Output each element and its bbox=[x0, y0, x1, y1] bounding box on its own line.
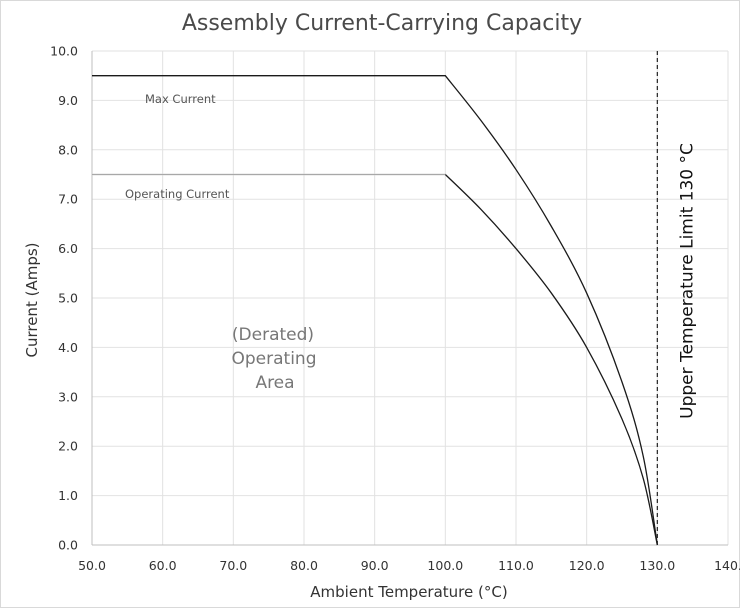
tick-labels: 0.0 1.0 2.0 3.0 4.0 5.0 6.0 7.0 8.0 9.0 10.0 50.0 60… bbox=[50, 44, 740, 574]
x-tick-label: 90.0 bbox=[361, 558, 389, 573]
x-tick-label: 110.0 bbox=[498, 558, 534, 573]
x-tick-label: 100.0 bbox=[427, 558, 463, 573]
y-tick-label: 1.0 bbox=[58, 488, 78, 503]
x-tick-label: 140. bbox=[714, 558, 740, 573]
operating-area-label-line-1: (Derated) bbox=[232, 325, 314, 345]
y-tick-label: 7.0 bbox=[58, 192, 78, 207]
x-tick-label: 50.0 bbox=[78, 558, 106, 573]
y-tick-label: 0.0 bbox=[58, 538, 78, 553]
plot-frame bbox=[91, 51, 728, 546]
x-tick-label: 120.0 bbox=[569, 558, 605, 573]
y-tick-label: 3.0 bbox=[58, 389, 78, 404]
operating-area-label-line-3: Area bbox=[255, 373, 294, 393]
x-tick-label: 60.0 bbox=[149, 558, 177, 573]
upper-temperature-limit-label: Upper Temperature Limit 130 °C bbox=[677, 143, 697, 419]
x-tick-label: 70.0 bbox=[219, 558, 247, 573]
x-tick-label: 130.0 bbox=[639, 558, 675, 573]
chart-title: Assembly Current-Carrying Capacity bbox=[182, 11, 582, 36]
y-tick-label: 6.0 bbox=[58, 241, 78, 256]
y-tick-label: 8.0 bbox=[58, 142, 78, 157]
y-tick-label: 5.0 bbox=[58, 291, 78, 306]
operating-current-line bbox=[92, 173, 658, 546]
operating-current-label: Operating Current bbox=[125, 187, 230, 201]
y-tick-label: 4.0 bbox=[58, 340, 78, 355]
operating-area-label-line-2: Operating bbox=[232, 349, 317, 369]
y-tick-label: 2.0 bbox=[58, 439, 78, 454]
x-axis-title: Ambient Temperature (°C) bbox=[310, 583, 507, 601]
y-axis-title: Current (Amps) bbox=[23, 242, 41, 357]
series-lines bbox=[92, 75, 658, 546]
y-tick-label: 10.0 bbox=[50, 44, 78, 59]
x-tick-label: 80.0 bbox=[290, 558, 318, 573]
max-current-line bbox=[92, 75, 658, 546]
max-current-label: Max Current bbox=[145, 92, 216, 106]
y-tick-label: 9.0 bbox=[58, 93, 78, 108]
